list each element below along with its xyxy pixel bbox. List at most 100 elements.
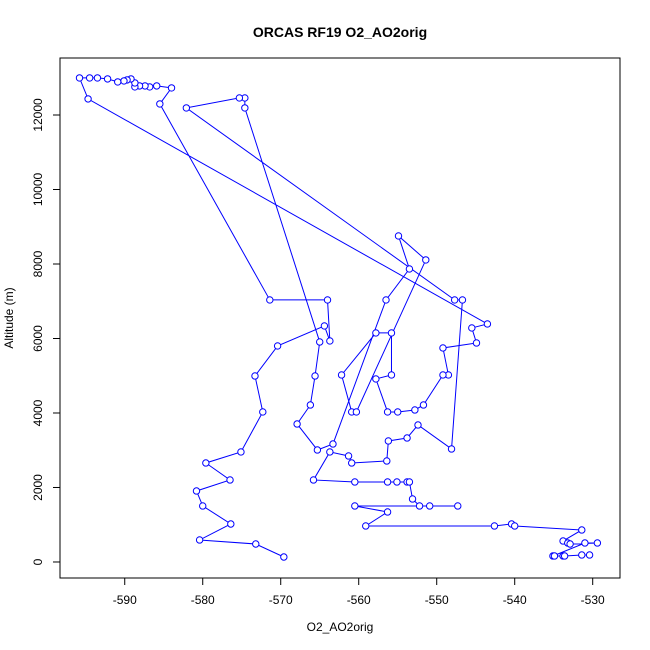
data-point <box>237 448 245 456</box>
data-point <box>311 372 319 380</box>
data-point <box>114 78 122 86</box>
data-point <box>422 256 430 264</box>
data-point <box>306 401 315 409</box>
data-point <box>566 540 574 548</box>
data-point <box>372 329 380 337</box>
data-point <box>273 342 282 350</box>
data-point <box>251 372 259 380</box>
data-point <box>419 401 428 409</box>
data-point <box>85 74 94 82</box>
data-point <box>195 536 204 544</box>
data-point <box>202 459 210 467</box>
data-point <box>450 296 459 304</box>
data-point <box>153 82 161 90</box>
data-point <box>351 502 359 510</box>
data-point <box>425 502 434 510</box>
data-line <box>78 77 598 558</box>
data-point <box>383 457 391 465</box>
data-point <box>326 337 334 345</box>
data-point <box>167 84 176 92</box>
data-point <box>483 320 492 328</box>
data-point <box>439 371 447 379</box>
data-point <box>560 552 569 560</box>
data-point <box>458 296 467 304</box>
data-point <box>347 459 356 467</box>
data-point <box>103 75 112 83</box>
data-point <box>383 508 392 516</box>
data-point <box>415 502 424 510</box>
data-point <box>241 104 249 112</box>
data-point <box>393 478 401 486</box>
x-tick-label: -570 <box>269 593 293 607</box>
x-tick-label: -560 <box>347 593 371 607</box>
data-point <box>454 502 462 510</box>
data-point <box>323 296 332 304</box>
data-point <box>309 476 318 484</box>
data-point <box>414 421 422 429</box>
x-tick-label: -540 <box>503 593 527 607</box>
data-point <box>550 552 559 560</box>
data-point <box>352 408 361 416</box>
data-point <box>192 487 201 495</box>
data-point <box>280 553 288 561</box>
data-point <box>394 232 403 240</box>
data-point <box>387 371 396 379</box>
data-point <box>252 540 260 548</box>
data-point <box>266 296 274 304</box>
data-point <box>351 478 359 486</box>
data-point <box>593 539 602 547</box>
y-tick-label: 4000 <box>31 399 45 426</box>
data-point <box>293 420 301 428</box>
y-tick-label: 6000 <box>31 325 45 352</box>
data-point <box>75 74 84 82</box>
y-tick-label: 10000 <box>31 172 45 206</box>
data-point <box>408 495 417 503</box>
data-point <box>372 375 380 383</box>
data-point <box>405 265 414 273</box>
data-point <box>578 526 586 534</box>
data-point <box>156 100 164 108</box>
data-point <box>84 95 92 103</box>
data-point <box>120 77 128 85</box>
x-tick-label: -580 <box>191 593 215 607</box>
data-point <box>329 440 337 448</box>
data-point <box>93 74 102 82</box>
data-point <box>383 408 392 416</box>
data-point <box>403 434 411 442</box>
data-point <box>468 324 476 332</box>
data-point <box>511 522 519 530</box>
data-point <box>362 522 370 530</box>
data-point <box>383 478 392 486</box>
x-axis-label: O2_AO2orig <box>307 620 374 634</box>
data-point <box>447 445 456 453</box>
data-point <box>581 539 589 547</box>
chart-title: ORCAS RF19 O2_AO2orig <box>253 24 427 40</box>
data-point <box>585 551 594 559</box>
data-point <box>182 104 191 112</box>
data-point <box>405 478 414 486</box>
data-point <box>226 476 234 484</box>
x-tick-label: -590 <box>113 593 137 607</box>
data-point <box>199 502 207 510</box>
data-point <box>320 322 329 330</box>
plot-box <box>59 57 621 579</box>
data-point <box>316 338 324 346</box>
y-tick-label: 8000 <box>31 250 45 277</box>
data-point <box>387 329 396 337</box>
x-tick-label: -530 <box>581 593 605 607</box>
data-point <box>313 446 322 454</box>
data-point <box>326 448 334 456</box>
data-point <box>411 406 419 414</box>
data-point <box>382 296 390 304</box>
data-point <box>337 371 346 379</box>
data-point <box>235 94 244 102</box>
data-point <box>439 344 447 352</box>
x-tick-label: -550 <box>425 593 449 607</box>
data-point <box>490 522 499 530</box>
y-tick-label: 0 <box>31 558 45 565</box>
y-axis-label: Altitude (m) <box>2 287 16 348</box>
data-point <box>344 452 353 460</box>
y-tick-label: 2000 <box>31 474 45 501</box>
data-point <box>259 408 267 416</box>
